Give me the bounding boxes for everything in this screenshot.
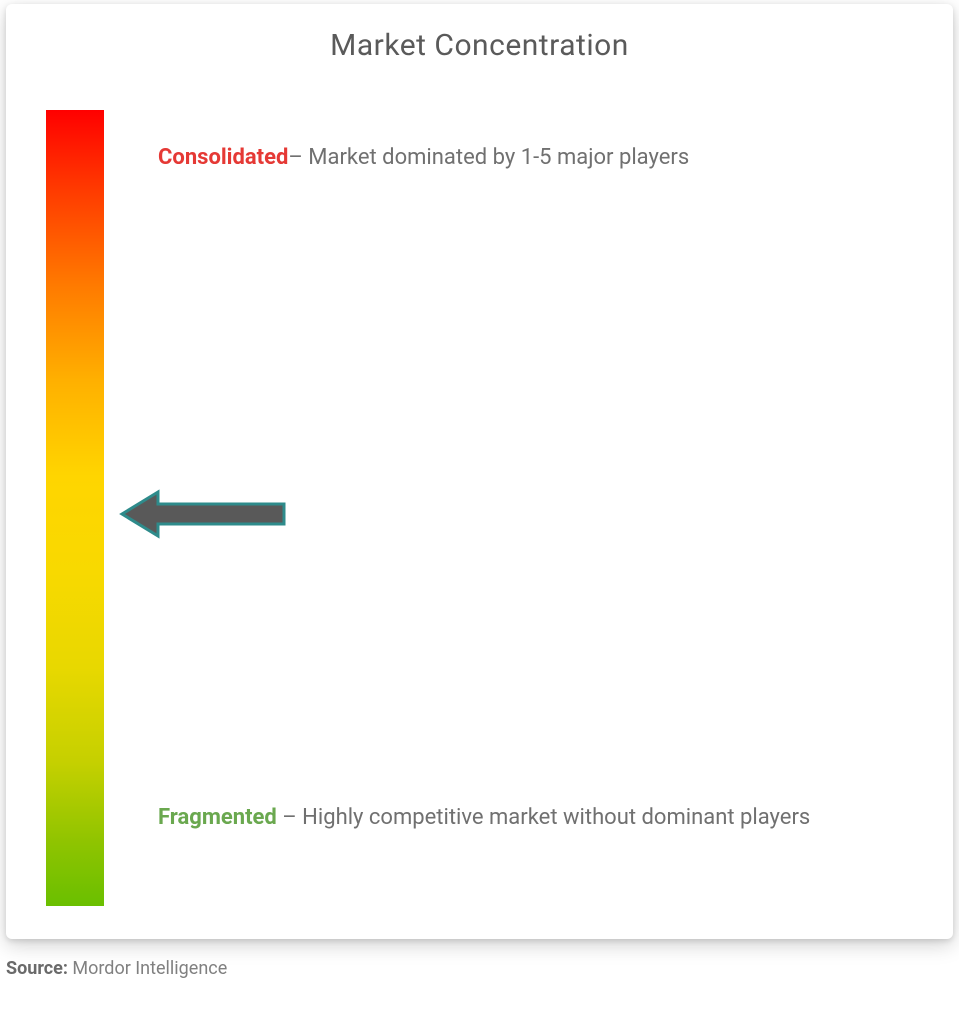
source-attribution: Source: Mordor Intelligence (6, 958, 227, 979)
consolidated-description: – Market dominated by 1-5 major players (288, 145, 689, 170)
fragmented-description: – Highly competitive market without domi… (277, 805, 810, 830)
fragmented-keyword: Fragmented (158, 805, 277, 830)
chart-title: Market Concentration (6, 28, 953, 63)
source-label: Source: (6, 958, 68, 979)
consolidated-label-block: Consolidated– Market dominated by 1-5 ma… (158, 132, 898, 185)
arrow-icon (118, 484, 288, 544)
concentration-gradient-bar (46, 110, 104, 906)
fragmented-label-block: Fragmented – Highly competitive market w… (158, 792, 898, 845)
position-indicator-arrow (118, 484, 288, 544)
consolidated-keyword: Consolidated (158, 145, 288, 170)
infographic-card: Market Concentration Consolidated– Marke… (6, 4, 953, 939)
source-value: Mordor Intelligence (72, 958, 227, 979)
